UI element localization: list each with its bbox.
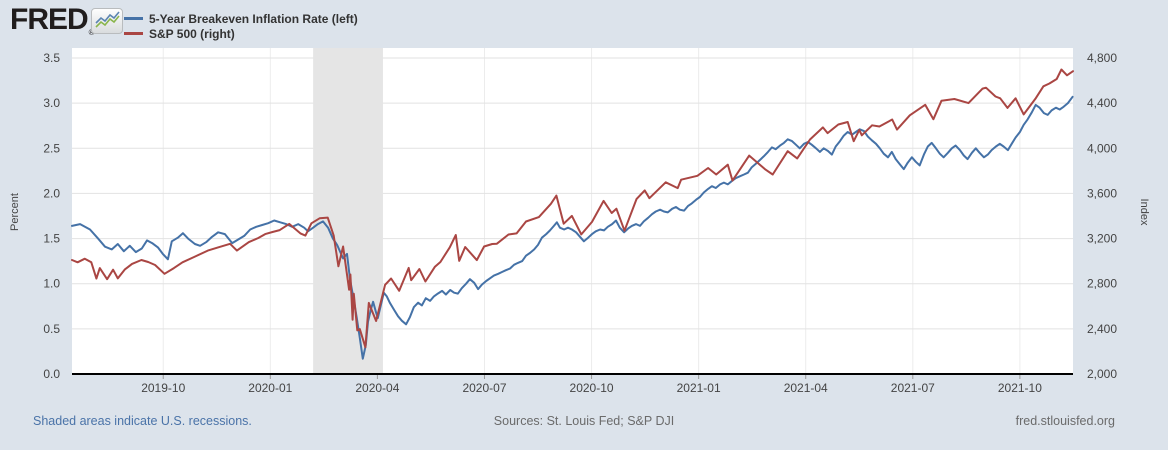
y-left-tick-label: 1.0	[43, 277, 60, 291]
y-right-tick-label: 3,200	[1087, 232, 1117, 246]
y-right-tick-label: 4,800	[1087, 51, 1117, 65]
sources-text: Sources: St. Louis Fed; S&P DJI	[493, 414, 675, 428]
y-right-tick-label: 2,800	[1087, 277, 1117, 291]
y-left-tick-label: 2.0	[43, 186, 60, 200]
x-tick-label: 2020-04	[355, 381, 399, 395]
y-left-tick-labels: 0.0 0.5 1.0 1.5 2.0 2.5 3.0 3.5	[43, 51, 60, 381]
site-url-text: fred.stlouisfed.org	[1015, 414, 1115, 428]
x-axis-ticks: 2019-10 2020-01 2020-04 2020-07 2020-10 2021-…	[141, 375, 1042, 395]
recession-note: Shaded areas indicate U.S. recessions.	[33, 414, 252, 428]
y-right-tick-label: 2,400	[1087, 322, 1117, 336]
y-left-tick-label: 0.0	[43, 367, 60, 381]
x-tick-label: 2020-01	[248, 381, 292, 395]
legend-item-sp500: S&P 500 (right)	[124, 26, 358, 41]
y-right-tick-label: 4,000	[1087, 141, 1117, 155]
y-left-tick-label: 3.5	[43, 51, 60, 65]
legend-label-breakeven: 5-Year Breakeven Inflation Rate (left)	[149, 11, 358, 26]
y-left-tick-label: 0.5	[43, 322, 60, 336]
x-tick-label: 2021-07	[891, 381, 935, 395]
x-tick-label: 2021-01	[677, 381, 721, 395]
x-tick-label: 2020-07	[462, 381, 506, 395]
series-line-sp500[interactable]	[71, 68, 1074, 349]
legend-dash-blue	[124, 17, 143, 20]
y-right-tick-label: 3,600	[1087, 186, 1117, 200]
y-left-tick-label: 1.5	[43, 232, 60, 246]
legend: 5-Year Breakeven Inflation Rate (left) S…	[124, 11, 358, 41]
legend-dash-red	[124, 32, 143, 35]
y-right-tick-label: 2,000	[1087, 367, 1117, 381]
x-tick-label: 2019-10	[141, 381, 185, 395]
y-left-tick-label: 2.5	[43, 141, 60, 155]
fred-sparkline-icon	[91, 8, 123, 34]
x-tick-label: 2021-04	[784, 381, 828, 395]
x-tick-label: 2021-10	[998, 381, 1042, 395]
y-left-tick-label: 3.0	[43, 96, 60, 110]
legend-item-breakeven: 5-Year Breakeven Inflation Rate (left)	[124, 11, 358, 26]
y-right-tick-labels: 2,000 2,400 2,800 3,200 3,600 4,000 4,400 4,800	[1087, 51, 1117, 381]
plot-area[interactable]	[72, 48, 1073, 374]
fred-logo-text: FRED	[10, 3, 89, 36]
y-right-tick-label: 4,400	[1087, 96, 1117, 110]
recession-band	[313, 48, 383, 374]
x-tick-label: 2020-10	[570, 381, 614, 395]
legend-label-sp500: S&P 500 (right)	[149, 26, 235, 41]
